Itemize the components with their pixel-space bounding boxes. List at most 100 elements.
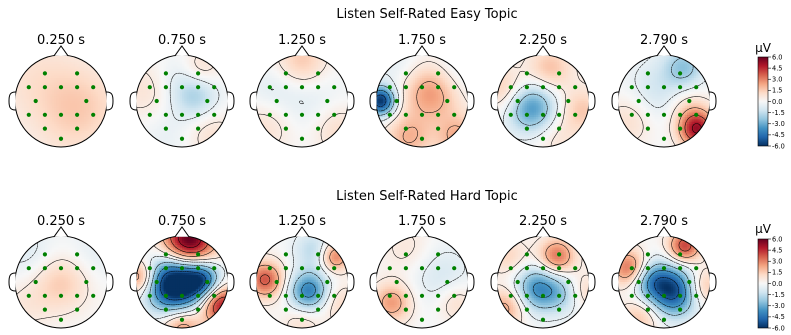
sensor-dot bbox=[524, 112, 530, 117]
sensor-dot bbox=[91, 85, 96, 90]
sensor-dot bbox=[283, 112, 288, 117]
sensor-dot bbox=[42, 293, 48, 298]
sensor-dot bbox=[419, 136, 425, 141]
sensor-dot bbox=[212, 293, 217, 298]
sensor-dot bbox=[694, 85, 699, 90]
sensor-dot bbox=[299, 112, 305, 117]
colorbar-tick-label: 6.0 bbox=[772, 235, 783, 243]
sensor-dot bbox=[75, 71, 80, 76]
sensor-dot bbox=[515, 279, 520, 285]
topomap-contours bbox=[618, 236, 710, 328]
sensor-dot bbox=[163, 293, 168, 298]
topomap bbox=[129, 226, 235, 329]
topomap-contours bbox=[497, 236, 589, 328]
time-label: 0.750 s bbox=[158, 214, 206, 229]
panel-title-easy: Listen Self-Rated Easy Topic bbox=[336, 7, 517, 22]
sensor-dot bbox=[678, 266, 683, 271]
sensor-dot bbox=[573, 266, 578, 271]
sensor-dot bbox=[196, 293, 201, 298]
sensor-dot bbox=[436, 266, 441, 271]
nose-shape bbox=[535, 45, 551, 57]
sensor-dot bbox=[33, 279, 38, 285]
sensor-dot bbox=[75, 307, 80, 312]
colorbar-gradient bbox=[757, 238, 769, 329]
sensor-dot bbox=[629, 266, 634, 271]
topomap-grid bbox=[8, 45, 717, 329]
sensor-dot bbox=[678, 293, 683, 298]
sensor-dot bbox=[645, 252, 651, 257]
sensor-dot bbox=[515, 98, 520, 104]
right-ear-shape bbox=[347, 91, 355, 111]
sensor-dot bbox=[91, 293, 96, 298]
sensor-dot bbox=[212, 266, 217, 271]
sensor-dot bbox=[436, 112, 441, 117]
sensor-dot bbox=[332, 85, 337, 90]
sensor-dot bbox=[436, 85, 441, 90]
sensor-dot bbox=[75, 266, 80, 271]
sensor-dot bbox=[419, 293, 425, 298]
right-ear-shape bbox=[467, 272, 475, 292]
topomap bbox=[611, 45, 717, 148]
left-ear-shape bbox=[129, 91, 137, 111]
right-ear-shape bbox=[106, 91, 114, 111]
sensor-dot bbox=[566, 279, 571, 285]
topomap bbox=[8, 45, 114, 148]
sensor-dot bbox=[645, 126, 651, 131]
sensor-dot bbox=[629, 85, 634, 90]
colorbar-unit-label: µV bbox=[755, 222, 772, 236]
sensor-dot bbox=[661, 317, 667, 322]
sensor-dot bbox=[678, 85, 683, 90]
sensor-dot bbox=[645, 71, 651, 76]
sensor-dot bbox=[332, 112, 337, 117]
sensor-dot bbox=[26, 85, 31, 90]
sensor-dot bbox=[316, 71, 321, 76]
sensor-dot bbox=[316, 112, 321, 117]
left-ear-shape bbox=[249, 272, 257, 292]
sensor-dot bbox=[403, 112, 408, 117]
colorbar-ticks: 6.0 4.5 3.0 1.5 0.0 -1.5 -3.0 -4.5 -6.0 bbox=[768, 53, 785, 150]
sensor-dot bbox=[212, 112, 217, 117]
sensor-dot bbox=[387, 112, 392, 117]
sensor-dot bbox=[524, 252, 530, 257]
left-ear-shape bbox=[490, 272, 498, 292]
sensor-dot bbox=[163, 266, 168, 271]
sensor-dot bbox=[316, 85, 321, 90]
sensor-dot bbox=[58, 266, 64, 271]
time-label: 2.790 s bbox=[640, 33, 688, 48]
sensor-dot bbox=[540, 317, 546, 322]
sensor-dot bbox=[75, 85, 80, 90]
sensor-dot bbox=[419, 85, 425, 90]
sensor-dot bbox=[540, 266, 546, 271]
sensor-dot bbox=[75, 293, 80, 298]
sensor-dot bbox=[163, 307, 168, 312]
topomap-field bbox=[256, 236, 348, 328]
nose-shape bbox=[294, 226, 310, 238]
sensor-dot bbox=[524, 85, 530, 90]
sensor-dot bbox=[267, 112, 272, 117]
left-ear-shape bbox=[129, 272, 137, 292]
sensor-dot bbox=[42, 266, 48, 271]
left-ear-shape bbox=[8, 272, 16, 292]
panel-title-hard: Listen Self-Rated Hard Topic bbox=[336, 189, 518, 204]
sensor-dot bbox=[26, 293, 31, 298]
sensor-dot bbox=[540, 136, 546, 141]
sensor-dot bbox=[154, 279, 159, 285]
colorbar-tick-label: 4.5 bbox=[772, 246, 783, 254]
nose-shape bbox=[294, 45, 310, 57]
sensor-dot bbox=[332, 266, 337, 271]
topomap bbox=[249, 45, 355, 148]
colorbar-tick-label: 4.5 bbox=[772, 64, 783, 72]
left-ear-shape bbox=[8, 91, 16, 111]
sensor-dot bbox=[436, 252, 441, 257]
sensor-dot bbox=[661, 85, 667, 90]
sensor-dot bbox=[508, 266, 513, 271]
sensor-dot bbox=[403, 126, 408, 131]
nose-shape bbox=[174, 226, 190, 238]
sensor-dot bbox=[163, 126, 168, 131]
colorbar-tick-label: 0.0 bbox=[772, 280, 783, 288]
time-label: 2.790 s bbox=[640, 214, 688, 229]
sensor-dot bbox=[196, 112, 201, 117]
sensor-dot bbox=[687, 98, 692, 104]
sensor-dot bbox=[163, 71, 168, 76]
